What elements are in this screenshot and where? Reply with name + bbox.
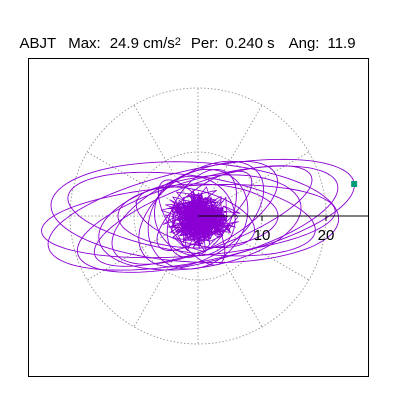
grid-spoke-120 (133, 104, 199, 217)
angle-label: Ang: (288, 35, 320, 52)
orbit-10 (135, 186, 256, 249)
plot-frame (28, 58, 369, 377)
orbit-5 (93, 165, 313, 267)
angle-value: 11.9 (327, 35, 356, 52)
x-tick-label-20: 20 (318, 227, 335, 244)
period-label: Per: (190, 35, 219, 52)
period-value: 0.240 s (225, 35, 275, 52)
particle-motion-trace (41, 158, 355, 273)
orbit-8 (117, 183, 279, 249)
orbit-11 (147, 168, 249, 270)
peak-marker-layer (351, 181, 358, 187)
orbit-9 (138, 160, 265, 268)
orbit-6 (98, 174, 302, 271)
orbit-0 (47, 158, 355, 271)
orbit-2 (50, 161, 340, 264)
peak-marker (351, 181, 358, 187)
x-axis: 10 20 (198, 215, 368, 244)
orbit-13 (154, 175, 236, 257)
max-value: 24.9 cm/s (109, 35, 175, 52)
orbit-1 (41, 184, 336, 259)
orbit-12 (166, 169, 237, 258)
orbit-14 (156, 170, 253, 251)
central-tangle (160, 186, 241, 253)
grid-spoke-60 (197, 104, 263, 217)
plot-header: ABJT Max: 24.9 cm/s2 Per: 0.240 s Ang: 11.9 (12, 17, 356, 53)
x-tick-label-10: 10 (254, 227, 271, 244)
station-code: ABJT (19, 35, 57, 52)
max-unit-exponent: 2 (174, 36, 181, 48)
max-label: Max: (68, 35, 101, 52)
orbit-4 (67, 171, 316, 257)
orbit-7 (111, 160, 279, 265)
